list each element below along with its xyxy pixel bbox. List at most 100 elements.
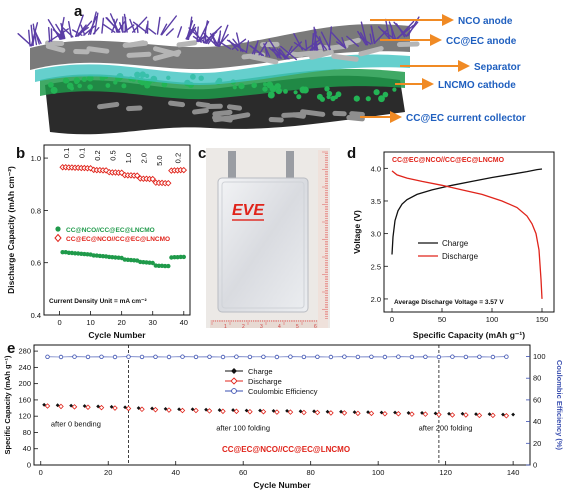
panel-d-note: Average Discharge Voltage = 3.57 V <box>394 299 504 306</box>
panel-label-b: b <box>16 145 25 162</box>
panel-e-xtick-label: 60 <box>239 468 247 477</box>
collector-fiber <box>168 100 186 108</box>
panel-b-rate-label: 0.2 <box>174 153 183 163</box>
panel-b-point-cc-nco <box>166 263 171 269</box>
lncmo-particle <box>326 90 333 97</box>
nco-nanowire <box>74 14 84 37</box>
panel-e-discharge-point <box>463 412 469 418</box>
panel-e-ce-point <box>342 354 347 359</box>
panel-e-xtick-label: 100 <box>372 468 385 477</box>
panel-b-xtick-label: 0 <box>57 318 61 327</box>
panel-e-ce-point <box>301 354 307 360</box>
panel-e-charge-point <box>55 403 60 408</box>
panel-a-annotations: NCO anode CC@EC anode Separator LNCMO ca… <box>360 14 526 124</box>
panel-e-discharge-point <box>206 408 213 414</box>
panel-b-point-cc-nco <box>181 254 186 260</box>
panel-b-point-cc-ec-nco <box>149 175 156 183</box>
legend-label-e-charge: Charge <box>248 367 273 376</box>
panel-b-xtick-label: 20 <box>117 318 125 327</box>
nco-nanowire <box>118 22 124 33</box>
nco-nanowire <box>188 27 206 44</box>
ruler-label: 3 <box>260 324 263 330</box>
lncmo-particle <box>62 77 69 84</box>
nco-nanowire <box>136 23 139 34</box>
panel-e-discharge-point <box>247 408 253 415</box>
collector-fiber <box>206 103 223 110</box>
lncmo-particle <box>144 82 151 89</box>
lncmo-particle <box>87 74 94 82</box>
nco-nanowire <box>268 38 282 59</box>
panel-e-discharge-point <box>409 411 415 417</box>
nco-nanowire <box>253 40 259 55</box>
eve-logo-underline <box>232 219 264 221</box>
panel-e-discharge-point <box>233 408 240 415</box>
nco-nanowire <box>196 26 199 42</box>
panel-b-point-cc-ec-nco <box>180 166 188 174</box>
panel-e-ce-point <box>477 354 482 359</box>
lncmo-particle <box>378 95 385 103</box>
panel-e-xtick-label: 140 <box>507 468 520 477</box>
panel-d-chart: d CC@EC@NCO//CC@EC@LNCMO 0 50 100 150 2.0 2.5… <box>347 145 555 340</box>
panel-e-ce-point <box>463 354 469 360</box>
anode-fiber <box>396 41 420 48</box>
pouch-inner-edge <box>221 181 305 309</box>
panel-e-charge-point <box>69 403 74 408</box>
panel-e-discharge-point <box>395 410 402 417</box>
collector-fiber <box>97 101 120 110</box>
nco-nanowire <box>186 26 197 40</box>
panel-e-charge-point <box>298 409 303 414</box>
legend-marker-cc-nco <box>55 226 61 232</box>
panel-e-ce-point <box>396 354 401 359</box>
panel-e-charge-point <box>447 411 451 416</box>
nco-nanowire <box>101 17 105 34</box>
lncmo-particle <box>137 79 142 84</box>
panel-d-legend: Charge Discharge <box>418 239 479 261</box>
anode-fiber <box>343 37 361 46</box>
panel-d-lines <box>391 168 543 299</box>
panel-e-frame <box>33 344 531 466</box>
panel-e-ytick-label: 160 <box>18 395 31 404</box>
panel-e-stage-label: after 200 folding <box>419 423 473 432</box>
ruler-label: 4 <box>278 324 281 330</box>
panel-e-charge-point <box>150 406 154 411</box>
collector-fiber <box>226 104 243 111</box>
panel-e-xtick-label: 20 <box>104 468 112 477</box>
collector-fiber <box>212 109 233 117</box>
lncmo-particle <box>74 79 79 85</box>
ruler-label: 5 <box>296 324 299 330</box>
panel-e-discharge-point <box>166 407 172 413</box>
nco-nanowire <box>146 20 149 34</box>
panel-d-xtick-label: 150 <box>536 315 549 324</box>
panel-b-ylabel: Discharge Capacity (mAh cm⁻²) <box>6 166 16 294</box>
lncmo-particle <box>121 83 127 89</box>
nco-nanowire <box>177 26 183 38</box>
nco-nanowire <box>305 39 308 51</box>
collector-fiber <box>281 111 307 118</box>
legend-label-charge: Charge <box>442 239 469 248</box>
panel-b-point-cc-nco <box>156 263 162 268</box>
panel-e-charge-point <box>96 404 101 409</box>
nco-nanowire <box>313 26 318 51</box>
panel-e-ticks: 0 20 40 60 80 100 120 140 0 40 80 120 160 200 240 280 0 2… <box>18 347 545 477</box>
panel-e-xtick-label: 120 <box>439 468 452 477</box>
eve-logo: EVE <box>232 202 265 219</box>
panel-b-note: Current Density Unit = mA cm⁻² <box>49 298 147 305</box>
lncmo-particle <box>275 88 282 95</box>
nco-nanowire <box>249 45 265 57</box>
lncmo-particle <box>113 80 118 85</box>
panel-d-ytick-label: 2.5 <box>371 262 381 271</box>
panel-e-charge-point <box>177 407 181 412</box>
panel-b-ytick-label: 0.4 <box>31 311 41 320</box>
panel-e-ce-point <box>180 354 185 359</box>
panel-e-discharge-point <box>44 403 51 409</box>
panel-e-charge-point <box>474 412 478 417</box>
panel-b-point-cc-nco <box>172 255 177 260</box>
nco-nanowire <box>388 21 397 40</box>
panel-e-discharge-point <box>490 412 496 419</box>
nco-nanowire <box>280 45 297 61</box>
panel-e-ce-point <box>369 354 374 359</box>
panel-e-ytick-right-label: 60 <box>533 395 541 404</box>
lncmo-particle <box>105 83 111 88</box>
collector-fiber <box>349 111 365 118</box>
panel-e-ytick-right-label: 40 <box>533 417 541 426</box>
